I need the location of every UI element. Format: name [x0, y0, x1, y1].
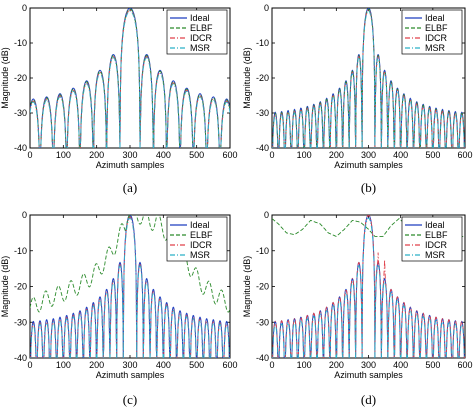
x-tick-label: 600 — [222, 360, 237, 370]
legend-label-ideal: Ideal — [425, 13, 445, 23]
y-tick-label: -20 — [256, 282, 269, 292]
y-tick-label: -10 — [256, 246, 269, 256]
legend-label-elbf: ELBF — [190, 230, 213, 240]
x-tick-label: 200 — [89, 360, 104, 370]
y-tick-label: -30 — [256, 108, 269, 118]
series-line-elbf — [30, 215, 230, 313]
legend-label-msr: MSR — [425, 43, 446, 53]
x-tick-label: 300 — [122, 360, 137, 370]
x-tick-label: 200 — [89, 150, 104, 160]
x-tick-label: 400 — [393, 150, 408, 160]
x-axis-label: Azimuth samples — [334, 370, 403, 380]
x-tick-label: 100 — [297, 360, 312, 370]
series-line-msr — [30, 10, 230, 148]
y-tick-label: -30 — [14, 317, 27, 327]
y-tick-label: -40 — [14, 353, 27, 363]
legend-label-elbf: ELBF — [425, 23, 448, 33]
x-tick-label: 300 — [361, 360, 376, 370]
subplot-c: 0-10-20-30-400 100 200 300 400 500 600Azimuth … — [0, 210, 238, 407]
y-tick-label: -10 — [256, 38, 269, 48]
y-axis-label: Magnitude (dB) — [242, 47, 252, 109]
legend-box — [401, 216, 463, 262]
subplot-caption: (c) — [123, 392, 137, 407]
x-tick-label: 100 — [297, 150, 312, 160]
x-axis-label: Azimuth samples — [96, 160, 165, 170]
x-tick-label: 100 — [56, 360, 71, 370]
x-axis-label: Azimuth samples — [334, 160, 403, 170]
legend-label-ideal: Ideal — [425, 220, 445, 230]
subplot-b: 0-10-20-30-400 100 200 300 400 500 600Azimuth … — [242, 3, 473, 195]
x-tick-label: 600 — [222, 150, 237, 160]
y-tick-label: -30 — [256, 317, 269, 327]
x-tick-label: 0 — [269, 150, 274, 160]
y-tick-label: -40 — [14, 143, 27, 153]
series-line-msr — [272, 217, 465, 358]
legend-box — [166, 216, 228, 262]
x-tick-label: 400 — [393, 360, 408, 370]
y-tick-label: 0 — [22, 3, 27, 13]
legend-label-idcr: IDCR — [425, 33, 447, 43]
y-tick-label: -20 — [14, 282, 27, 292]
y-axis-label: Magnitude (dB) — [0, 47, 10, 109]
x-tick-label: 300 — [122, 150, 137, 160]
subplot-a: 0-10-20-30-400 100 200 300 400 500 600Azimuth … — [0, 3, 238, 195]
legend-label-msr: MSR — [425, 250, 446, 260]
y-axis-label: Magnitude (dB) — [242, 256, 252, 318]
y-tick-label: -20 — [256, 73, 269, 83]
legend-label-idcr: IDCR — [190, 240, 212, 250]
subplot-caption: (d) — [361, 392, 376, 407]
x-tick-label: 300 — [361, 150, 376, 160]
y-tick-label: -10 — [14, 246, 27, 256]
x-tick-label: 400 — [156, 360, 171, 370]
legend-box — [166, 9, 228, 55]
legend-label-elbf: ELBF — [190, 23, 213, 33]
x-tick-label: 400 — [156, 150, 171, 160]
legend-box — [401, 9, 463, 55]
legend-label-ideal: Ideal — [190, 220, 210, 230]
x-tick-label: 200 — [329, 360, 344, 370]
y-tick-label: 0 — [264, 210, 269, 220]
x-tick-label: 500 — [189, 360, 204, 370]
x-tick-label: 0 — [269, 360, 274, 370]
x-tick-label: 200 — [329, 150, 344, 160]
y-axis-label: Magnitude (dB) — [0, 256, 10, 318]
series-line-elbf — [272, 8, 465, 148]
x-tick-label: 0 — [27, 150, 32, 160]
legend-label-elbf: ELBF — [425, 230, 448, 240]
y-tick-label: -20 — [14, 73, 27, 83]
legend-label-msr: MSR — [190, 250, 211, 260]
y-tick-label: -40 — [256, 353, 269, 363]
x-tick-label: 100 — [56, 150, 71, 160]
x-axis-label: Azimuth samples — [96, 370, 165, 380]
legend-label-idcr: IDCR — [425, 240, 447, 250]
legend-label-idcr: IDCR — [190, 33, 212, 43]
y-tick-label: 0 — [264, 3, 269, 13]
subplot-caption: (b) — [361, 180, 376, 195]
subplot-caption: (a) — [123, 180, 137, 195]
legend-label-msr: MSR — [190, 43, 211, 53]
x-tick-label: 500 — [189, 150, 204, 160]
y-tick-label: -40 — [256, 143, 269, 153]
series-line-idcr — [30, 216, 230, 358]
series-line-msr — [30, 217, 230, 358]
x-tick-label: 0 — [27, 360, 32, 370]
x-tick-label: 500 — [425, 150, 440, 160]
subplot-d: 0-10-20-30-400 100 200 300 400 500 600Azimuth … — [242, 210, 473, 407]
x-tick-label: 500 — [425, 360, 440, 370]
y-tick-label: -30 — [14, 108, 27, 118]
y-tick-label: 0 — [22, 210, 27, 220]
x-tick-label: 600 — [457, 150, 472, 160]
legend-label-ideal: Ideal — [190, 13, 210, 23]
x-tick-label: 600 — [457, 360, 472, 370]
y-tick-label: -10 — [14, 38, 27, 48]
